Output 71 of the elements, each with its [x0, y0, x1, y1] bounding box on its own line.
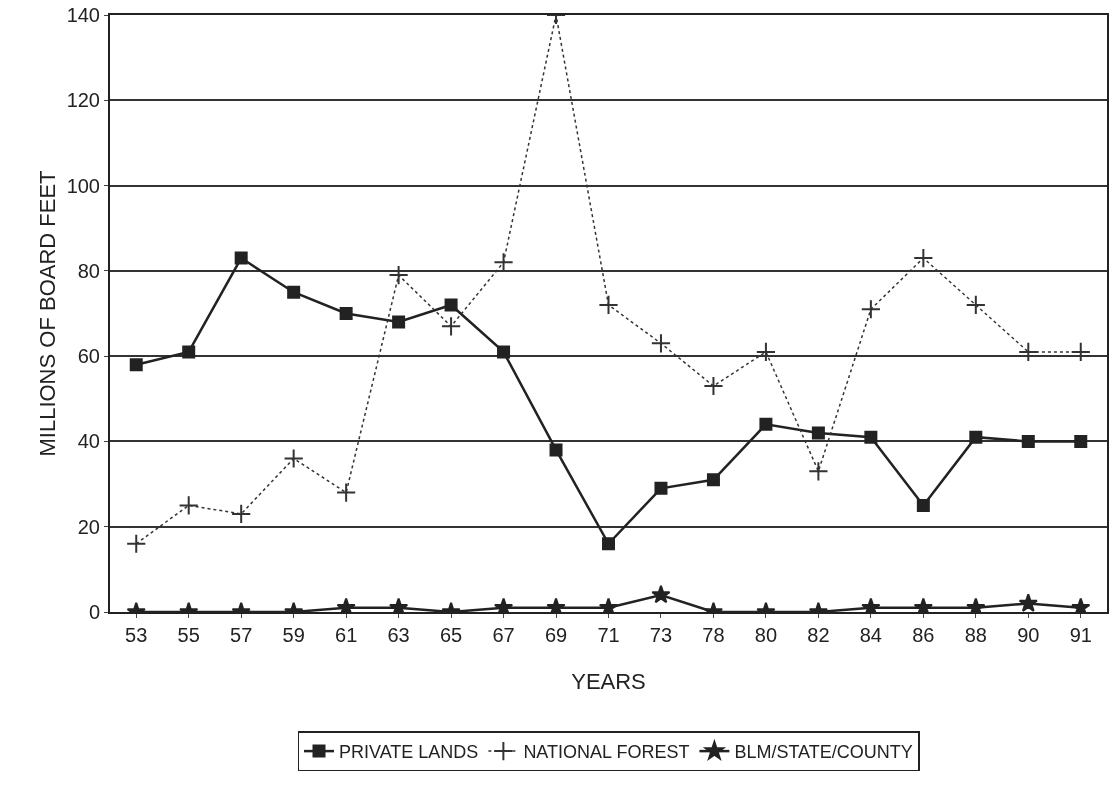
- point: [759, 417, 773, 431]
- point: [392, 315, 406, 329]
- point: [1018, 593, 1038, 612]
- x-tick-label: 71: [597, 624, 620, 646]
- point: [497, 345, 511, 359]
- x-tick-label: 67: [492, 624, 515, 646]
- legend-label: BLM/STATE/COUNTY: [734, 742, 913, 763]
- x-tick-label: 91: [1069, 624, 1092, 646]
- legend-label: NATIONAL FOREST: [523, 742, 690, 763]
- point: [234, 251, 248, 265]
- x-tick-label: 57: [230, 624, 253, 646]
- y-tick-label: 100: [66, 174, 100, 197]
- x-tick-label: 80: [754, 624, 778, 646]
- point: [336, 482, 357, 503]
- point: [493, 252, 514, 273]
- point: [706, 473, 720, 487]
- point: [1018, 341, 1039, 362]
- point: [1074, 434, 1088, 448]
- point: [182, 345, 196, 359]
- point: [969, 430, 983, 444]
- point: [654, 481, 668, 495]
- y-tick-label: 140: [66, 4, 100, 26]
- x-tick-label: 55: [177, 624, 200, 646]
- x-tick-label: 63: [387, 624, 410, 646]
- point: [444, 298, 458, 312]
- x-tick-label: 86: [912, 624, 935, 646]
- point: [231, 503, 252, 525]
- point: [178, 495, 199, 516]
- point: [703, 375, 724, 397]
- point: [650, 333, 672, 354]
- point: [598, 294, 619, 316]
- point: [440, 316, 462, 337]
- x-tick-label: 53: [125, 624, 148, 646]
- y-tick-label: 60: [77, 345, 100, 368]
- legend-label: PRIVATE LANDS: [339, 742, 479, 763]
- point: [860, 299, 881, 320]
- point: [864, 430, 878, 444]
- point: [388, 265, 409, 286]
- point: [126, 533, 147, 554]
- y-tick-label: 80: [77, 259, 100, 282]
- x-tick-label: 82: [807, 624, 830, 646]
- x-tick-label: 88: [964, 624, 987, 646]
- point: [808, 461, 829, 482]
- x-tick-label: 84: [859, 624, 882, 646]
- point: [129, 358, 143, 372]
- point: [549, 443, 563, 457]
- point: [287, 285, 301, 299]
- point: [755, 341, 777, 362]
- point: [1070, 341, 1091, 362]
- point: [1021, 434, 1035, 448]
- point: [283, 448, 304, 469]
- x-tick-label: 65: [439, 624, 463, 646]
- x-tick-label: 90: [1017, 624, 1040, 646]
- point: [913, 247, 934, 269]
- x-tick-label: 73: [649, 624, 673, 646]
- x-tick-label: 69: [544, 624, 568, 646]
- point: [651, 584, 671, 604]
- point: [965, 294, 986, 316]
- y-tick-label: 40: [77, 430, 100, 453]
- point: [811, 426, 825, 440]
- x-axis-title: YEARS: [571, 669, 646, 694]
- x-tick-label: 78: [702, 624, 725, 646]
- x-tick-label: 59: [282, 624, 305, 646]
- y-axis-title: MILLIONS OF BOARD FEET: [35, 170, 60, 457]
- y-tick-label: 20: [77, 515, 100, 538]
- point: [916, 498, 930, 512]
- point: [602, 537, 615, 551]
- y-tick-label: 120: [66, 89, 100, 112]
- x-tick-label: 61: [335, 624, 358, 646]
- point: [339, 307, 353, 320]
- y-tick-label: 0: [88, 601, 100, 623]
